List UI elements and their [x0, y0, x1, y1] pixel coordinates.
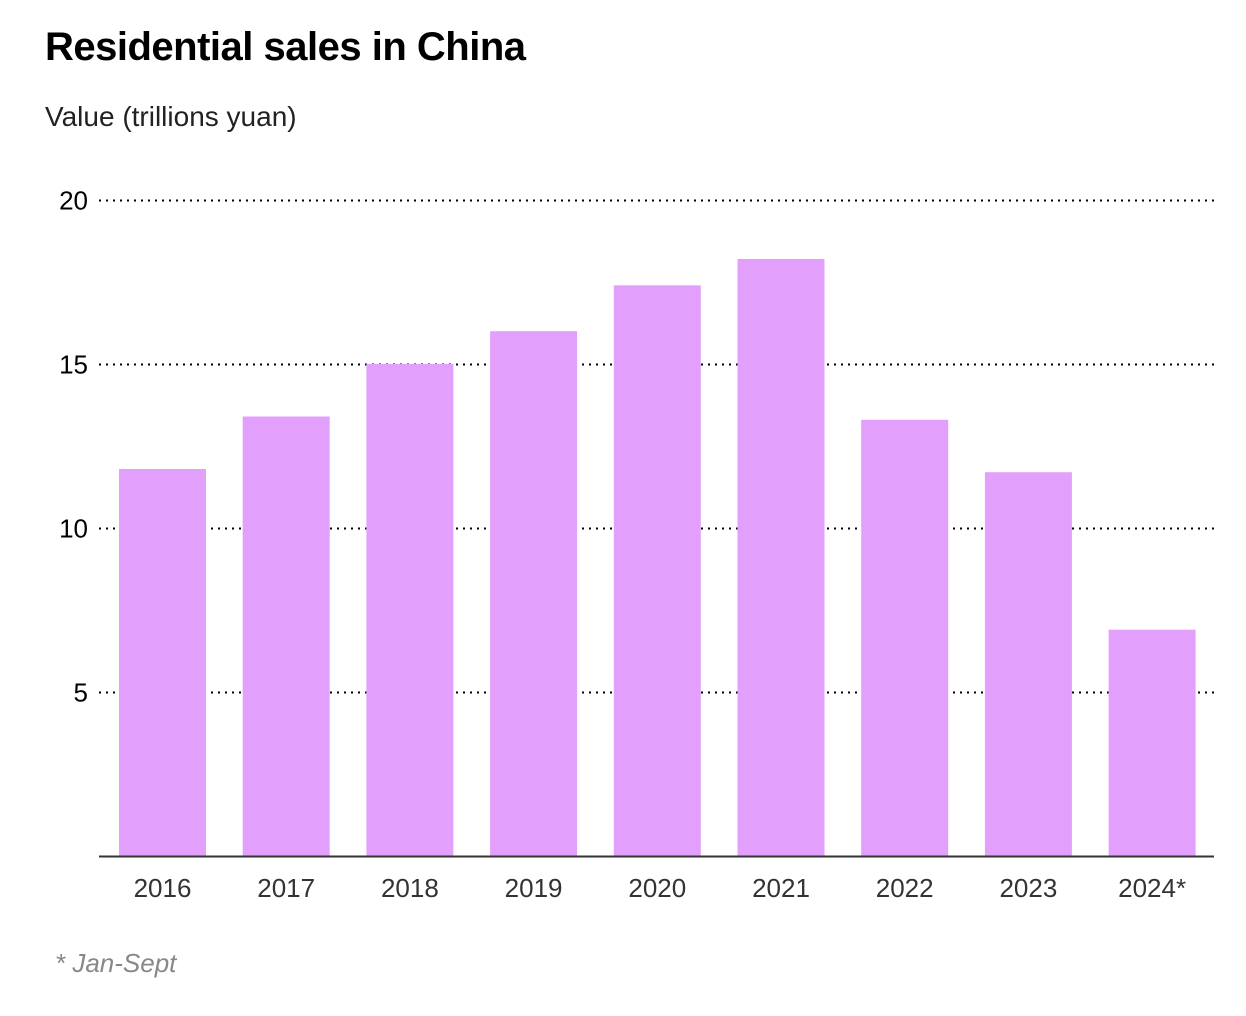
bar-2016: [119, 469, 206, 856]
y-axis-label: Value (trillions yuan): [45, 101, 297, 132]
bar-2018: [366, 364, 454, 856]
x-tick-label: 2016: [134, 873, 192, 903]
x-tick-labels: 2016 2017 2018 2019 2020 2021 2022 2023 2024*: [134, 873, 1187, 903]
y-tick-label: 10: [59, 514, 88, 544]
x-tick-label: 2022: [876, 873, 934, 903]
bar-2021: [737, 259, 825, 856]
bar-2022: [861, 419, 949, 856]
y-tick-label: 15: [59, 350, 88, 380]
bar-2020: [613, 285, 701, 856]
bars: [119, 259, 1196, 856]
y-tick-labels: 5 10 15 20: [59, 186, 88, 708]
footnote: * Jan-Sept: [55, 948, 177, 978]
x-tick-label: 2018: [381, 873, 439, 903]
x-tick-label: 2020: [628, 873, 686, 903]
bar-2017: [242, 416, 330, 856]
y-tick-label: 5: [74, 678, 88, 708]
x-tick-label: 2019: [505, 873, 563, 903]
bar-2023: [984, 472, 1072, 856]
x-tick-label: 2021: [752, 873, 810, 903]
x-tick-label: 2017: [257, 873, 315, 903]
x-tick-label: 2024*: [1118, 873, 1186, 903]
bar-2024: [1108, 629, 1196, 856]
x-tick-label: 2023: [999, 873, 1057, 903]
chart-title: Residential sales in China: [45, 25, 526, 69]
y-tick-label: 20: [59, 186, 88, 216]
bar-2019: [490, 331, 578, 856]
